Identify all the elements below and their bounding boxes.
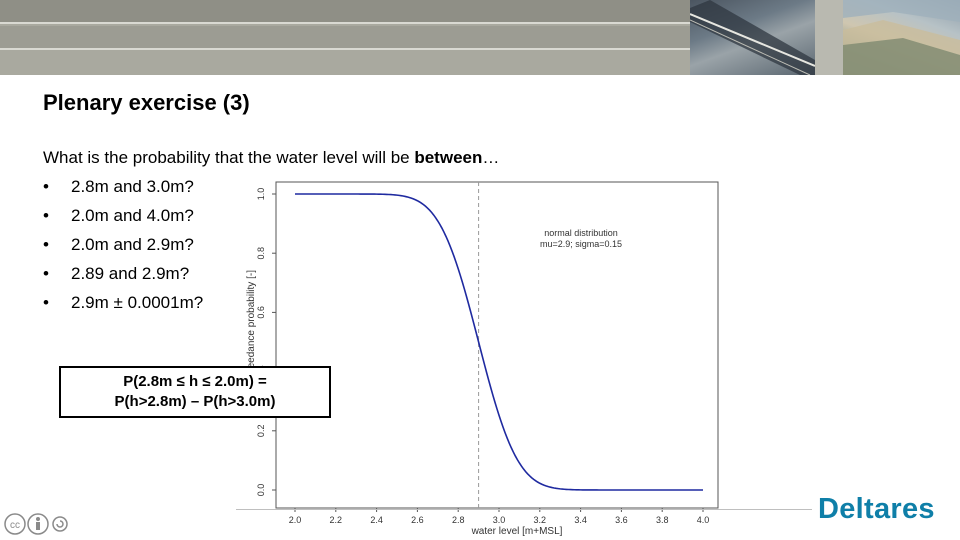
creative-commons-icon: cc xyxy=(4,513,68,535)
legend-line-1: normal distribution xyxy=(544,228,618,238)
y-tick-label: 0.6 xyxy=(256,306,266,319)
question-prefix: What is the probability that the water l… xyxy=(43,148,415,167)
answer-option-text: 2.8m and 3.0m? xyxy=(71,177,194,196)
answer-option: • 2.0m and 4.0m? xyxy=(43,204,203,233)
header-stripe-middle xyxy=(0,26,690,48)
bullet-dot: • xyxy=(43,206,49,225)
y-axis-label: exceedance probability [-] xyxy=(246,270,257,384)
answer-option-text: 2.89 and 2.9m? xyxy=(71,264,190,283)
answer-option-text: 2.0m and 4.0m? xyxy=(71,206,194,225)
question-text: What is the probability that the water l… xyxy=(43,147,499,169)
answer-option: • 2.9m ± 0.0001m? xyxy=(43,291,203,320)
x-tick-label: 2.4 xyxy=(370,515,383,525)
bullet-dot: • xyxy=(43,235,49,254)
question-suffix: … xyxy=(482,148,500,167)
answer-option-text: 2.0m and 2.9m? xyxy=(71,235,194,254)
answer-option: • 2.8m and 3.0m? xyxy=(43,175,203,204)
bullet-dot: • xyxy=(43,177,49,196)
coastline-photo xyxy=(843,0,960,75)
svg-text:cc: cc xyxy=(10,520,20,531)
answer-option: • 2.0m and 2.9m? xyxy=(43,233,203,262)
plot-frame xyxy=(275,181,719,509)
slide-title: Plenary exercise (3) xyxy=(43,90,250,115)
x-tick-label: 4.0 xyxy=(697,515,710,525)
x-tick-label: 3.2 xyxy=(534,515,547,525)
exceedance-chart: 2.0 2.2 2.4 2.6 2.8 3.0 3.2 3.4 3.6 3.8 4.0 0.0 0.2 0… xyxy=(246,181,719,537)
header-stripe-top xyxy=(0,0,690,22)
x-tick-label: 2.2 xyxy=(330,515,343,525)
legend-line-2: mu=2.9; sigma=0.15 xyxy=(540,239,622,249)
question-emphasis: between xyxy=(414,148,483,167)
x-tick-label: 2.0 xyxy=(289,515,302,525)
y-tick-label: 1.0 xyxy=(256,188,266,201)
header-divider xyxy=(0,48,690,50)
deltares-logo: Deltares xyxy=(818,493,935,525)
x-tick-label: 3.6 xyxy=(615,515,628,525)
x-axis-label: water level [m+MSL] xyxy=(471,526,563,537)
coastline-photo-graphic xyxy=(843,0,960,75)
answer-option-text: 2.9m ± 0.0001m? xyxy=(71,293,204,312)
x-tick-label: 2.6 xyxy=(411,515,424,525)
answer-options-list: • 2.8m and 3.0m? • 2.0m and 4.0m? • 2.0m an… xyxy=(43,175,203,320)
header-divider xyxy=(0,22,690,24)
bullet-dot: • xyxy=(43,293,49,312)
bridge-photo xyxy=(690,0,815,75)
x-tick-label: 2.8 xyxy=(452,515,465,525)
answer-option: • 2.89 and 2.9m? xyxy=(43,262,203,291)
y-tick-label: 0.2 xyxy=(256,425,266,438)
formula-line-1: P(2.8m ≤ h ≤ 2.0m) = xyxy=(123,373,267,390)
x-tick-label: 3.4 xyxy=(574,515,587,525)
y-tick-label: 0.8 xyxy=(256,247,266,260)
bridge-photo-graphic xyxy=(690,0,815,75)
footer-divider xyxy=(236,509,812,510)
y-tick-label: 0.0 xyxy=(256,484,266,497)
x-tick-label: 3.8 xyxy=(656,515,669,525)
bullet-dot: • xyxy=(43,264,49,283)
x-tick-label: 3.0 xyxy=(493,515,506,525)
header-photo-gap xyxy=(815,0,843,75)
formula-box: P(2.8m ≤ h ≤ 2.0m) = P(h>2.8m) – P(h>3.0… xyxy=(59,366,331,418)
formula-line-2: P(h>2.8m) – P(h>3.0m) xyxy=(114,393,276,410)
exceedance-curve xyxy=(295,193,703,491)
